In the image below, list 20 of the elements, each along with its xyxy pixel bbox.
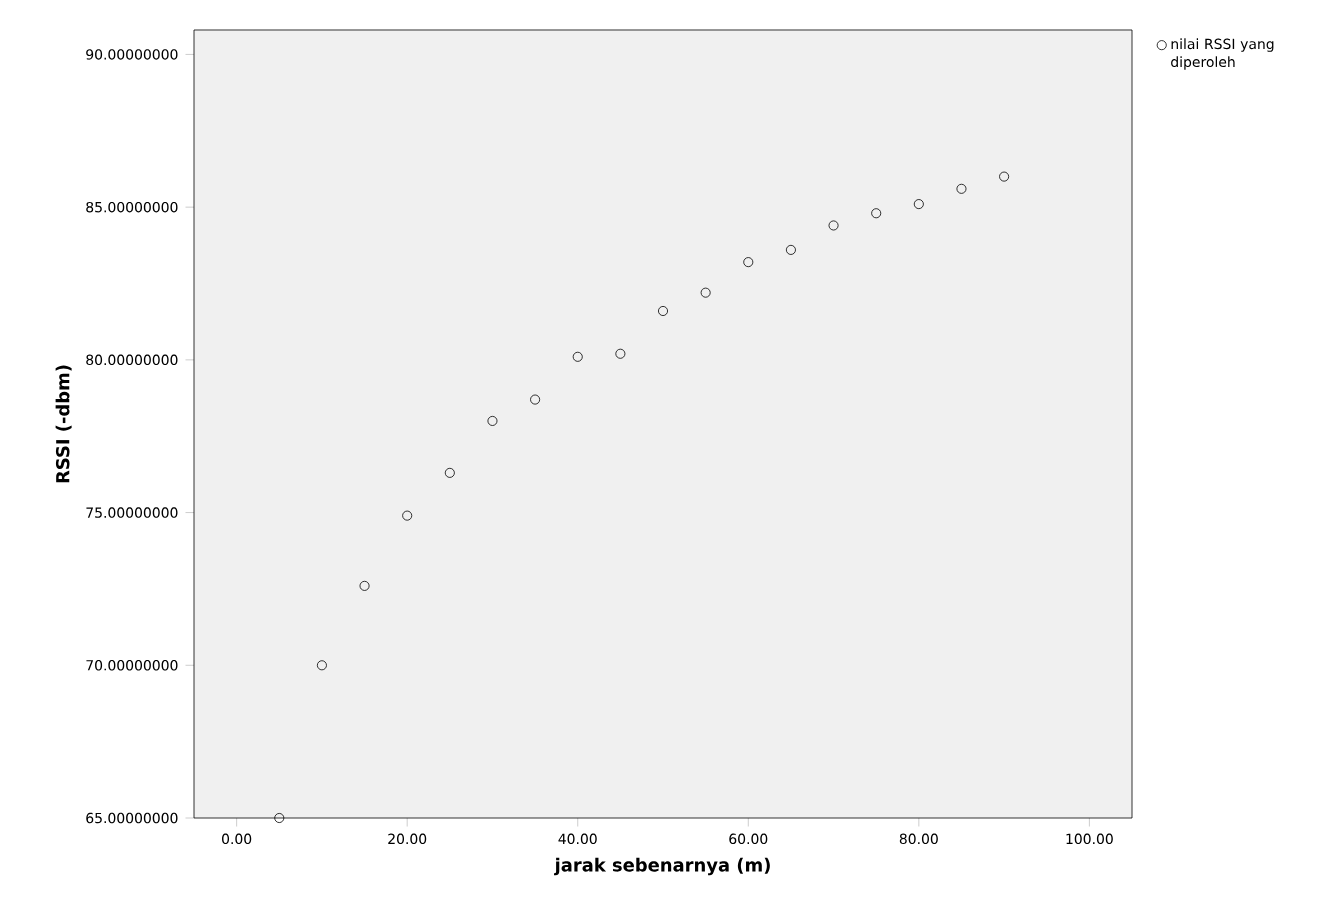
y-axis-title: RSSI (-dbm): [55, 365, 72, 483]
point: [444, 467, 455, 478]
point: [871, 208, 882, 219]
point: [572, 351, 583, 362]
point: [316, 660, 327, 671]
point: [359, 580, 370, 591]
point: [913, 199, 924, 210]
point: [274, 813, 285, 823]
point: [615, 348, 626, 359]
point: [785, 244, 796, 255]
x-axis-title: jarak sebenarnya (m): [554, 857, 770, 876]
point: [828, 220, 839, 231]
point: [402, 510, 413, 521]
point: [743, 257, 754, 268]
point: [999, 171, 1010, 182]
point: [487, 415, 498, 426]
point: [700, 287, 711, 298]
point: [956, 183, 967, 194]
point: [530, 394, 541, 405]
point: [658, 306, 668, 316]
